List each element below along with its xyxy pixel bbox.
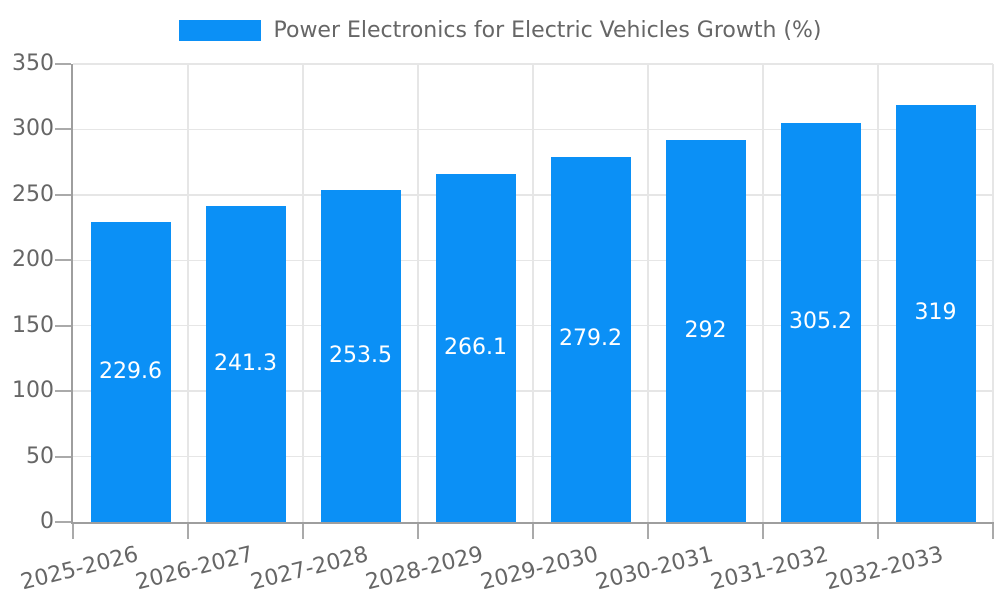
bar-value-label: 229.6: [99, 358, 162, 384]
bar-value-label: 279.2: [559, 326, 622, 352]
x-axis-tick: [187, 523, 189, 539]
x-axis-tick: [877, 523, 879, 539]
bar[interactable]: [665, 139, 746, 522]
y-axis-tick-label: 150: [12, 312, 54, 338]
bar-value-label: 253.5: [329, 343, 392, 369]
y-axis-tick: [55, 390, 71, 393]
gridline-vertical: [417, 64, 419, 522]
y-axis-tick: [55, 193, 71, 196]
bar[interactable]: [895, 104, 976, 522]
x-axis-tick: [762, 523, 764, 539]
y-axis-tick: [55, 259, 71, 262]
x-axis-tick: [417, 523, 419, 539]
bar[interactable]: [435, 173, 516, 522]
x-axis-line: [71, 521, 994, 524]
y-axis-tick: [55, 521, 71, 523]
bar[interactable]: [320, 190, 401, 522]
gridline-vertical: [532, 64, 534, 522]
y-axis-tick-label: 200: [12, 247, 54, 273]
x-axis-tick-label: 2031-2032: [707, 542, 831, 596]
x-axis-tick: [647, 523, 649, 539]
y-axis-tick-label: 250: [12, 181, 54, 207]
gridline-vertical: [992, 64, 994, 522]
y-axis-tick-label: 100: [12, 378, 54, 404]
gridline-vertical: [647, 64, 649, 522]
legend-swatch: [178, 20, 261, 41]
y-axis-tick: [55, 455, 71, 458]
y-axis-line: [71, 64, 73, 522]
y-axis-tick: [55, 63, 71, 65]
y-axis-tick-label: 0: [40, 509, 54, 534]
x-axis-tick-label: 2029-2030: [477, 542, 601, 596]
bar[interactable]: [780, 122, 861, 522]
x-axis-tick-label: 2026-2027: [132, 542, 256, 596]
x-axis-tick: [532, 523, 534, 539]
gridline-vertical: [877, 64, 879, 522]
bar[interactable]: [90, 221, 171, 522]
gridline-vertical: [762, 64, 764, 522]
x-axis-tick-label: 2030-2031: [592, 542, 716, 596]
x-axis-tick-label: 2032-2033: [822, 542, 946, 596]
legend[interactable]: Power Electronics for Electric Vehicles …: [0, 17, 1000, 44]
y-axis-tick-label: 300: [12, 116, 54, 142]
y-axis-tick: [55, 324, 71, 327]
y-axis-tick-label: 50: [26, 443, 54, 469]
x-axis-tick-label: 2028-2029: [362, 542, 486, 596]
bar-value-label: 305.2: [789, 309, 852, 335]
gridline-vertical: [302, 64, 304, 522]
x-axis-tick: [302, 523, 304, 539]
legend-label: Power Electronics for Electric Vehicles …: [273, 18, 822, 43]
bar-value-label: 266.1: [444, 334, 507, 360]
bar[interactable]: [205, 206, 286, 522]
gridline-vertical: [187, 64, 189, 522]
bar-value-label: 292: [684, 317, 727, 343]
bar[interactable]: [550, 156, 631, 522]
x-axis-tick: [72, 523, 74, 539]
x-axis-tick-label: 2025-2026: [17, 542, 141, 596]
bar-value-label: 241.3: [214, 351, 277, 377]
x-axis-tick: [992, 523, 994, 539]
y-axis-tick: [55, 128, 71, 131]
y-axis-tick-label: 350: [12, 51, 54, 76]
bar-value-label: 319: [914, 300, 957, 326]
x-axis-tick-label: 2027-2028: [247, 542, 371, 596]
